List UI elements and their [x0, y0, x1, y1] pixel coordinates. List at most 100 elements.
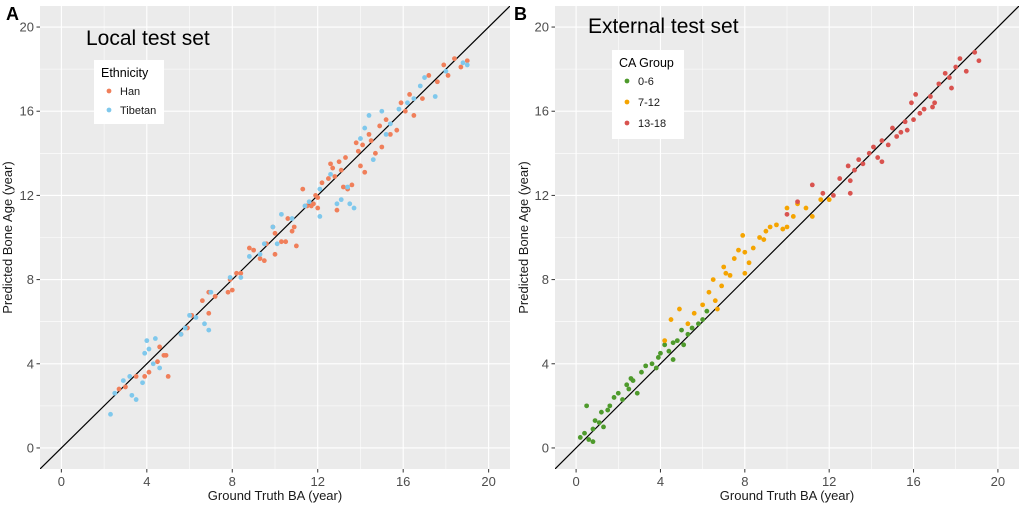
data-point	[426, 73, 432, 78]
data-point	[362, 125, 368, 131]
data-point	[464, 62, 470, 68]
data-point	[662, 338, 668, 344]
data-point	[634, 390, 640, 396]
data-point	[582, 430, 587, 436]
x-tick-label: 8	[741, 474, 748, 489]
data-point	[317, 214, 323, 219]
data-point	[670, 340, 676, 346]
data-point	[178, 331, 184, 337]
data-point	[319, 180, 325, 186]
data-point	[685, 331, 691, 337]
data-point	[689, 325, 695, 331]
data-point	[601, 424, 606, 430]
y-tick-label: 12	[535, 188, 549, 203]
legend-key	[624, 78, 630, 84]
data-point	[387, 131, 393, 137]
data-point	[108, 411, 113, 417]
data-point	[577, 435, 583, 440]
data-point	[784, 205, 790, 211]
data-point	[373, 150, 378, 156]
plot-title: Local test set	[86, 27, 210, 50]
data-point	[140, 380, 145, 386]
series-han	[116, 56, 470, 392]
series-0-6	[577, 308, 710, 445]
data-point	[866, 150, 872, 156]
y-tick-label: 4	[542, 356, 549, 371]
data-point	[917, 110, 923, 116]
x-tick-label: 4	[657, 474, 664, 489]
data-point	[383, 131, 389, 137]
data-point	[293, 243, 299, 249]
legend-key	[106, 88, 112, 94]
data-point	[715, 306, 720, 312]
data-point	[199, 298, 205, 304]
data-point	[358, 136, 363, 141]
data-point	[670, 357, 676, 362]
data-point	[774, 222, 779, 228]
data-point	[338, 167, 344, 173]
data-point	[674, 338, 680, 344]
data-point	[599, 409, 604, 415]
data-point	[238, 275, 244, 280]
data-point	[441, 62, 447, 68]
data-point	[731, 256, 737, 261]
data-point	[607, 403, 613, 409]
x-tick-label: 12	[822, 474, 836, 489]
data-point	[976, 58, 982, 64]
data-point	[306, 199, 312, 205]
data-point	[257, 251, 263, 257]
data-point	[721, 264, 727, 270]
data-point	[742, 270, 748, 276]
data-point	[847, 178, 853, 184]
data-point	[345, 184, 351, 190]
data-point	[274, 241, 280, 247]
panel-a: 0 4 8 12 16 20 0 4 8 12 16 20 Ground Truth BA (year)…	[0, 4, 510, 503]
data-point	[649, 361, 655, 367]
data-point	[347, 201, 353, 207]
data-point	[856, 157, 862, 163]
data-point	[432, 94, 438, 99]
data-point	[157, 365, 163, 371]
data-point	[366, 131, 372, 137]
data-point	[452, 56, 457, 62]
data-point	[803, 205, 809, 211]
data-point	[300, 186, 306, 192]
legend-label: Tibetan	[120, 105, 156, 117]
data-point	[860, 161, 866, 167]
data-point	[780, 226, 786, 232]
data-point	[317, 186, 323, 192]
x-tick-label: 16	[906, 474, 920, 489]
data-point	[818, 197, 824, 203]
legend: CA Group 0-6 7-12 13-18	[612, 50, 684, 139]
data-point	[285, 216, 291, 221]
data-point	[904, 127, 910, 133]
data-point	[890, 125, 895, 131]
series-13-18	[784, 49, 982, 217]
data-point	[957, 56, 963, 62]
data-point	[133, 397, 139, 402]
data-point	[458, 64, 464, 70]
data-point	[820, 190, 826, 196]
data-point	[152, 336, 158, 341]
data-point	[289, 216, 295, 221]
data-point	[740, 232, 746, 238]
data-point	[368, 138, 374, 144]
data-point	[398, 100, 404, 106]
y-tick-label: 12	[20, 188, 34, 203]
legend-box	[612, 50, 684, 139]
data-point	[658, 350, 663, 356]
data-point	[677, 306, 682, 312]
data-point	[379, 144, 385, 150]
data-point	[340, 184, 346, 190]
data-point	[338, 197, 344, 203]
data-point	[875, 155, 881, 160]
series-tibetan	[108, 60, 470, 417]
data-point	[291, 224, 297, 230]
y-axis-title: Predicted Bone Age (year)	[0, 161, 15, 313]
data-point	[187, 312, 192, 318]
data-point	[238, 270, 244, 276]
data-point	[784, 224, 790, 230]
data-point	[360, 142, 365, 148]
data-point	[662, 342, 668, 348]
data-point	[315, 195, 321, 200]
